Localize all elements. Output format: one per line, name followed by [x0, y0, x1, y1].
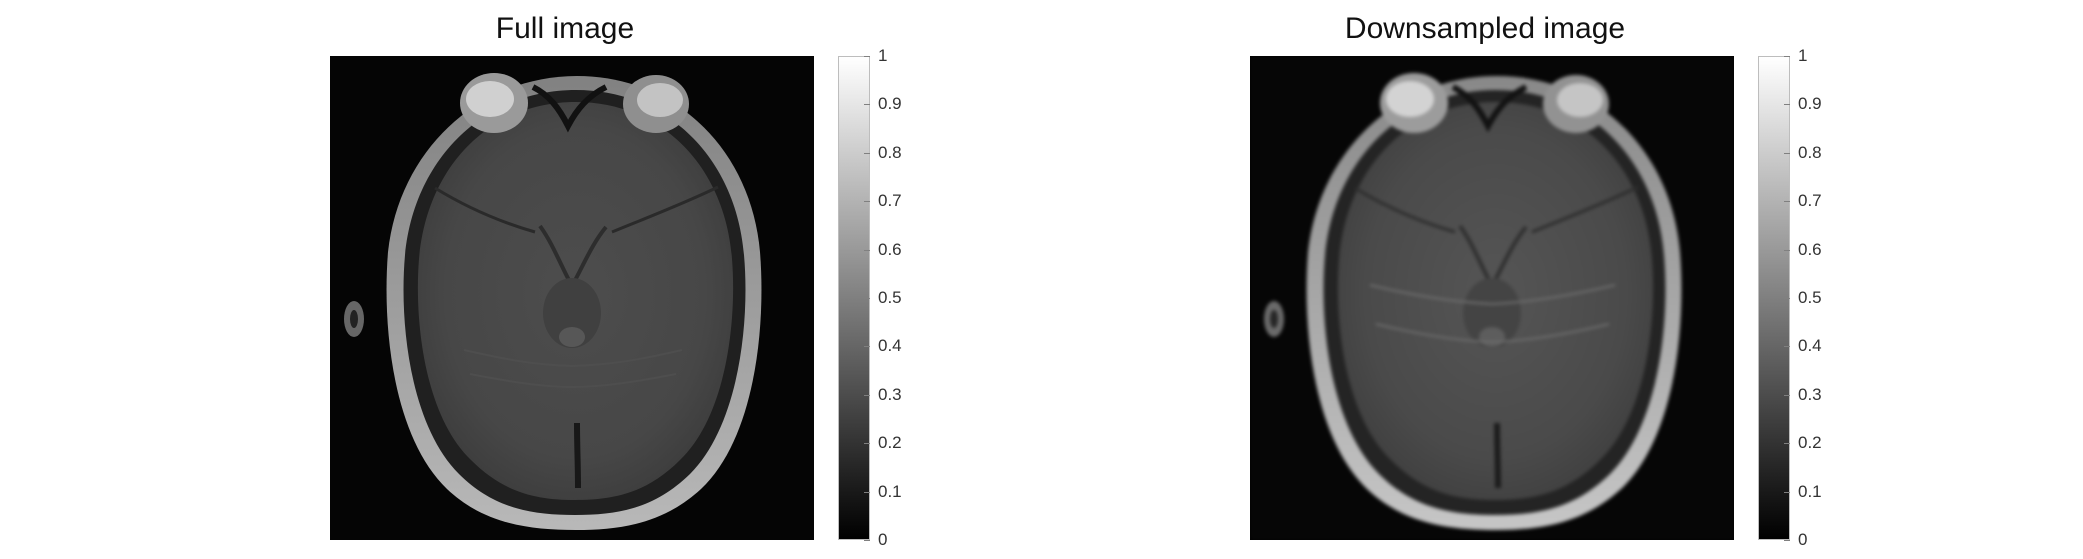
full-image-view — [330, 56, 814, 540]
downsampled-image-colorbar-ticks: 0 0.1 0.2 0.3 0.4 0.5 0.6 0.7 0.8 0.9 1 — [1784, 46, 1910, 549]
downsampled-image-view — [1250, 56, 1734, 540]
full-image-colorbar-ticks: 0 0.1 0.2 0.3 0.4 0.5 0.6 0.7 0.8 0.9 1 — [864, 46, 990, 549]
downsampled-image-title: Downsampled image — [1344, 12, 1626, 45]
mri-brain-image-downsampled — [1250, 56, 1734, 540]
downsampled-image-panel: Downsampled image — [1240, 0, 1940, 559]
mri-brain-image — [330, 56, 814, 540]
full-image-panel: Full image — [320, 0, 1020, 559]
full-image-title: Full image — [495, 12, 635, 45]
